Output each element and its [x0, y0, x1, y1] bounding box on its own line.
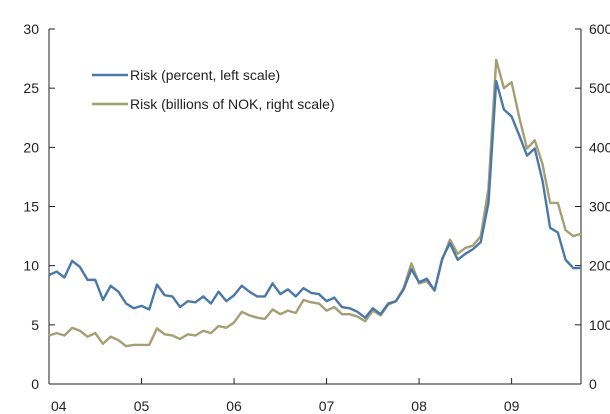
right-tick-label: 200	[589, 258, 610, 274]
x-tick-label: 05	[134, 398, 150, 414]
right-tick-label: 100	[589, 317, 610, 333]
series-layer	[48, 58, 582, 348]
x-tick-label: 08	[411, 398, 427, 414]
left-tick-label: 25	[23, 80, 39, 96]
left-tick-label: 20	[23, 139, 39, 155]
right-tick-label: 300	[589, 199, 610, 215]
legend-label-billions: Risk (billions of NOK, right scale)	[130, 96, 335, 112]
right-tick-label: 400	[589, 139, 610, 155]
right-tick-label: 600	[589, 21, 610, 37]
left-tick-label: 5	[31, 317, 39, 333]
x-tick-label: 04	[51, 398, 67, 414]
left-tick-label: 10	[23, 258, 39, 274]
x-tick-label: 09	[504, 398, 520, 414]
right-axis-ticks: 0 100 200 300 400 500 600	[575, 21, 610, 392]
x-axis-ticks: 04 05 06 07 08 09	[48, 378, 520, 414]
x-tick-label: 07	[319, 398, 335, 414]
x-tick-label: 06	[226, 398, 242, 414]
left-tick-label: 15	[23, 199, 39, 215]
left-axis-ticks: 0 5 10 15 20 25 30	[23, 21, 55, 392]
left-tick-label: 30	[23, 21, 39, 37]
left-tick-label: 0	[31, 376, 39, 392]
legend: Risk (percent, left scale) Risk (billion…	[92, 67, 335, 112]
right-tick-label: 0	[589, 376, 597, 392]
right-tick-label: 500	[589, 80, 610, 96]
legend-label-percent: Risk (percent, left scale)	[130, 67, 280, 83]
series-line-percent	[48, 79, 581, 319]
